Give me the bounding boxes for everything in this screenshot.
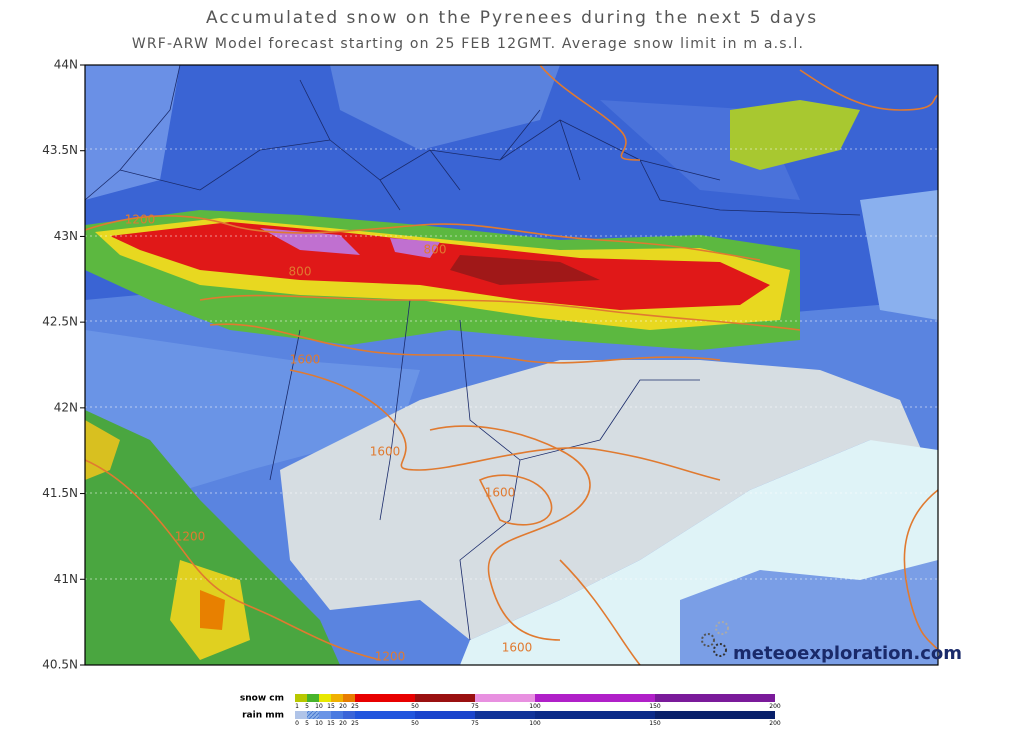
contour-label: 1200 <box>175 530 206 544</box>
legend-swatch <box>331 694 343 702</box>
contour-label: 1200 <box>375 650 406 664</box>
legend-swatch <box>319 711 331 719</box>
contour-label: 800 <box>289 265 312 279</box>
lat-label: 41N <box>54 572 78 586</box>
lat-axis: 44N 43.5N 43N 42.5N 42N 41.5N 41N 40.5N <box>42 58 85 672</box>
legend-tick: 75 <box>471 720 479 727</box>
title: Accumulated snow on the Pyrenees during … <box>206 8 818 28</box>
legend-tick: 200 <box>769 720 781 727</box>
subtitle: WRF-ARW Model forecast starting on 25 FE… <box>132 36 804 52</box>
lat-label: 43N <box>54 229 78 243</box>
legend-swatch <box>307 711 319 719</box>
legend-title: snow cm <box>240 694 284 704</box>
legend-tick: 50 <box>411 720 419 727</box>
legend-swatch <box>307 694 319 702</box>
legend-tick: 50 <box>411 703 419 710</box>
legend-swatch <box>535 711 655 719</box>
legend-tick: 15 <box>327 720 335 727</box>
legend-tick: 0 <box>295 720 299 727</box>
contour-label: 1600 <box>502 641 533 655</box>
legend-tick: 100 <box>529 703 541 710</box>
legend-swatch <box>355 711 415 719</box>
legend-tick: 10 <box>315 703 323 710</box>
contour-label: 1600 <box>290 353 321 367</box>
brand-icon <box>701 621 729 657</box>
lat-label: 42N <box>54 400 78 414</box>
legend-swatch <box>331 711 343 719</box>
legend-tick: 10 <box>315 720 323 727</box>
legend-tick: 25 <box>351 703 359 710</box>
legend-tick: 150 <box>649 703 661 710</box>
legend-swatch <box>415 711 475 719</box>
legend-swatch <box>655 694 775 702</box>
brand: meteoexploration.com <box>733 643 962 664</box>
legend-tick: 5 <box>305 703 309 710</box>
legend-swatch <box>655 711 775 719</box>
legend-tick: 15 <box>327 703 335 710</box>
legend-swatch <box>343 694 355 702</box>
legend-tick: 1 <box>295 703 299 710</box>
lat-label: 40.5N <box>42 658 78 672</box>
lat-label: 43.5N <box>42 143 78 157</box>
legend-tick: 100 <box>529 720 541 727</box>
legend-tick: 200 <box>769 703 781 710</box>
lat-label: 44N <box>54 58 78 72</box>
lat-label: 42.5N <box>42 315 78 329</box>
lat-label: 41.5N <box>42 486 78 500</box>
legend-swatch <box>415 694 475 702</box>
contour-label: 1600 <box>370 445 401 459</box>
contour-label: 1600 <box>485 486 516 500</box>
legend-swatch <box>295 711 307 719</box>
legend-tick: 75 <box>471 703 479 710</box>
legend-swatch <box>475 711 535 719</box>
legend-title: rain mm <box>242 711 284 721</box>
legend-swatch <box>295 694 307 702</box>
contour-label: 1200 <box>125 213 156 227</box>
contour-label: 800 <box>424 243 447 257</box>
map <box>85 65 938 665</box>
legend-swatch <box>343 711 355 719</box>
legend-swatch <box>475 694 535 702</box>
legend-swatch <box>355 694 415 702</box>
contour-labels: 1200 800 800 1600 1600 1600 1200 1600 1200 <box>125 213 533 664</box>
legend-tick: 25 <box>351 720 359 727</box>
map-frame <box>84 64 939 666</box>
legend-tick: 5 <box>305 720 309 727</box>
legend-swatch <box>319 694 331 702</box>
legend-tick: 150 <box>649 720 661 727</box>
legend-tick: 20 <box>339 703 347 710</box>
legend-swatch <box>535 694 655 702</box>
legend-tick: 20 <box>339 720 347 727</box>
